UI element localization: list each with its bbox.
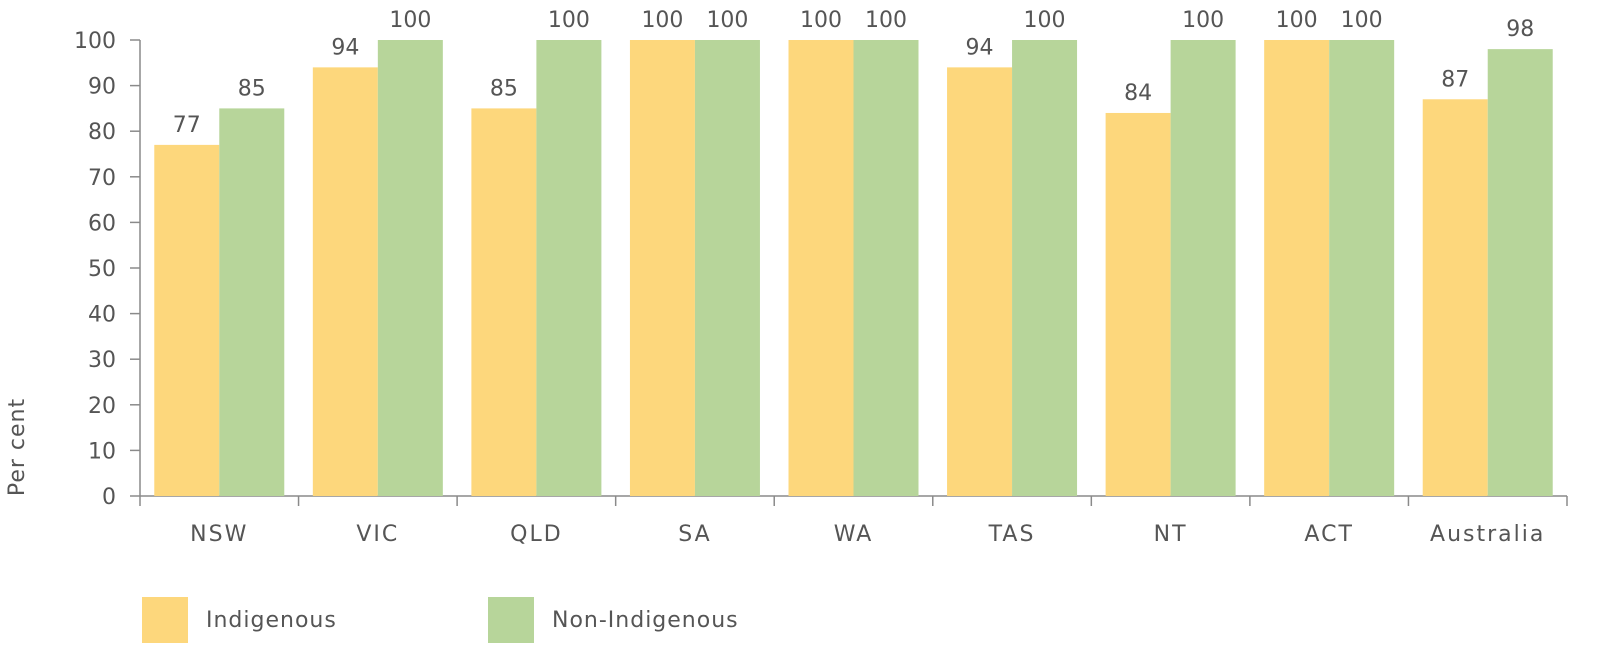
bar-non-indigenous <box>377 40 443 496</box>
bar-indigenous <box>947 67 1013 497</box>
bar-indigenous <box>154 144 220 496</box>
bar-value-label: 100 <box>1182 8 1224 33</box>
bar-non-indigenous <box>219 108 285 497</box>
bar-indigenous <box>629 40 695 496</box>
legend-label: Non-Indigenous <box>552 608 739 633</box>
y-tick-label: 100 <box>74 29 116 54</box>
legend-swatch <box>142 597 188 643</box>
bar-value-label: 100 <box>800 8 842 33</box>
bar-value-label: 100 <box>1276 8 1318 33</box>
bar-value-label: 85 <box>490 76 518 101</box>
bar-value-label: 100 <box>706 8 748 33</box>
bar-indigenous <box>1105 112 1171 497</box>
y-axis-title: Per cent <box>5 398 30 496</box>
x-tick-label: QLD <box>510 522 563 547</box>
bar-non-indigenous <box>536 40 602 496</box>
bar-non-indigenous <box>694 40 760 496</box>
data-labels: 77 85 94 100 85 100 100 100 100 100 94 100 84 100 100 1… <box>173 8 1534 138</box>
x-tick-label: VIC <box>356 522 399 547</box>
x-tick-label: TAS <box>988 522 1036 547</box>
x-tick-label: ACT <box>1304 522 1353 547</box>
bars <box>154 40 1553 497</box>
bar-indigenous <box>471 108 537 497</box>
y-tick-label: 20 <box>88 394 116 419</box>
y-tick-label: 0 <box>102 485 116 510</box>
y-tick-label: 70 <box>88 166 116 191</box>
y-tick-label: 40 <box>88 303 116 328</box>
bar-value-label: 100 <box>389 8 431 33</box>
y-tick-label: 80 <box>88 120 116 145</box>
bar-value-label: 100 <box>1341 8 1383 33</box>
legend-swatch <box>488 597 534 643</box>
bar-value-label: 100 <box>865 8 907 33</box>
x-tick-label: SA <box>678 522 711 547</box>
bar-indigenous <box>1264 40 1330 496</box>
bar-value-label: 77 <box>173 113 201 138</box>
bar-value-label: 94 <box>966 35 994 60</box>
bar-value-label: 94 <box>331 35 359 60</box>
y-tick-label: 50 <box>88 257 116 282</box>
y-tick-label: 90 <box>88 75 116 100</box>
x-tick-label: Australia <box>1430 522 1545 547</box>
bar-value-label: 87 <box>1441 67 1469 92</box>
x-tick-label: WA <box>834 522 874 547</box>
bar-indigenous <box>1422 99 1488 496</box>
x-axis: NSW VIC QLD SA WA TAS NT ACT Australia <box>139 495 1568 547</box>
y-tick-label: 10 <box>88 439 116 464</box>
bar-non-indigenous <box>1012 40 1078 496</box>
bar-value-label: 100 <box>1024 8 1066 33</box>
bar-value-label: 84 <box>1124 81 1152 106</box>
bar-value-label: 100 <box>548 8 590 33</box>
legend-label: Indigenous <box>206 608 337 633</box>
legend: Indigenous Non-Indigenous <box>142 597 739 643</box>
y-axis: 0 10 20 30 40 50 60 70 80 90 100 <box>74 29 141 510</box>
y-tick-label: 30 <box>88 348 116 373</box>
y-tick-label: 60 <box>88 211 116 236</box>
bar-non-indigenous <box>1329 40 1395 496</box>
bar-indigenous <box>312 67 378 497</box>
bar-non-indigenous <box>1170 40 1236 496</box>
x-tick-label: NSW <box>190 522 248 547</box>
bar-value-label: 100 <box>641 8 683 33</box>
bar-non-indigenous <box>853 40 919 496</box>
bar-non-indigenous <box>1487 49 1553 497</box>
bar-indigenous <box>788 40 854 496</box>
bar-value-label: 98 <box>1506 17 1534 42</box>
bar-value-label: 85 <box>238 76 266 101</box>
x-tick-label: NT <box>1154 522 1188 547</box>
